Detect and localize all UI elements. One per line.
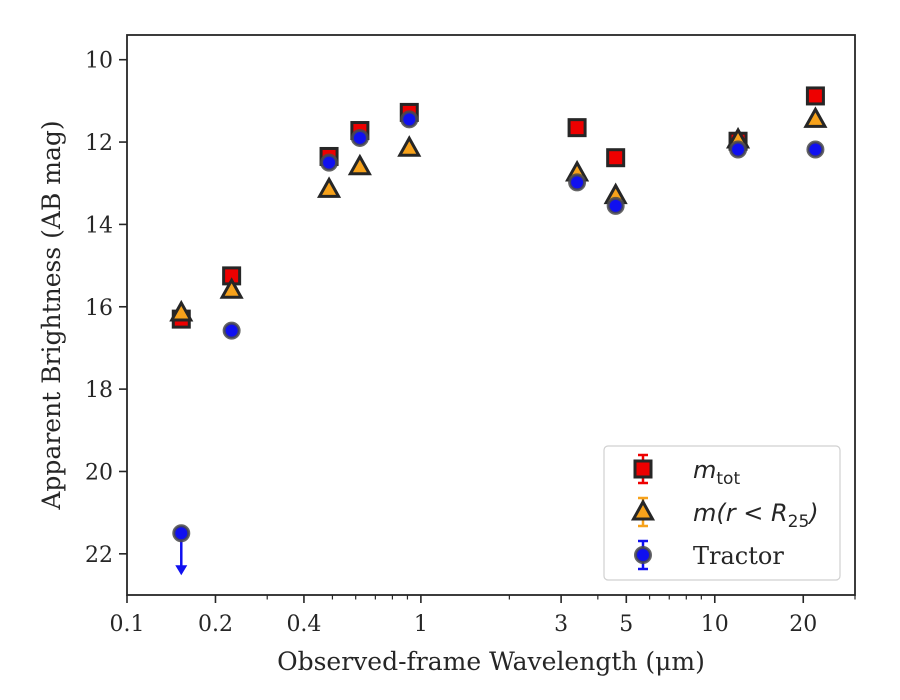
data-point-circle [606, 196, 625, 215]
data-points [169, 86, 828, 576]
data-point-circle [172, 524, 191, 543]
x-tick-label: 0.4 [286, 612, 321, 637]
y-tick-label: 20 [85, 460, 113, 485]
data-point-triangle [219, 277, 244, 299]
x-tick-label: 20 [789, 612, 817, 637]
data-point-circle [568, 173, 587, 192]
legend-label: m(r < R25) [693, 499, 819, 532]
y-axis-label: Apparent Brightness (AB mag) [37, 120, 66, 510]
data-point-triangle [803, 106, 828, 128]
y-tick-label: 12 [85, 131, 113, 156]
data-point-triangle [347, 153, 372, 176]
x-tick-label: 0.2 [198, 612, 233, 637]
x-axis-label: Observed-frame Wavelength (μm) [277, 647, 705, 676]
legend-label: mtot [693, 456, 740, 489]
x-tick-label: 5 [619, 612, 633, 637]
legend: mtot m(r < R25) Tractor [603, 445, 841, 581]
y-tick-label: 14 [85, 213, 113, 238]
data-point-circle [729, 140, 748, 159]
x-tick-label: 3 [554, 612, 568, 637]
data-point-triangle [317, 176, 342, 198]
series-triangle [169, 106, 828, 322]
series-circle [172, 110, 825, 576]
x-tick-label: 0.1 [110, 612, 145, 637]
data-point-circle [320, 153, 339, 172]
data-point-circle [222, 321, 241, 340]
data-point-circle [806, 140, 825, 159]
legend-frame [603, 445, 841, 581]
x-tick-label: 1 [414, 612, 428, 637]
plot-frame [126, 34, 856, 596]
x-tick-label: 10 [701, 612, 729, 637]
upper-limit-arrowhead [175, 565, 188, 576]
data-point-square [805, 86, 825, 106]
legend-label: Tractor [693, 542, 784, 570]
y-tick-label: 16 [85, 296, 113, 321]
data-point-square [606, 148, 626, 168]
y-tick-label: 18 [85, 378, 113, 403]
y-tick-label: 10 [85, 49, 113, 74]
data-point-triangle [169, 299, 194, 322]
data-point-circle [400, 110, 419, 129]
legend-marker-square [633, 459, 653, 479]
legend-marker-circle [634, 546, 652, 564]
data-point-circle [350, 128, 369, 147]
x-axis: 0.1 0.2 0.4 1 3 5 10 20 [110, 595, 856, 637]
data-point-triangle [397, 135, 422, 157]
data-point-square [567, 118, 587, 138]
y-axis: 10 12 14 16 18 20 22 [85, 49, 127, 568]
y-tick-label: 22 [85, 543, 113, 568]
legend-marker-triangle [630, 498, 656, 521]
series-square [171, 86, 825, 329]
